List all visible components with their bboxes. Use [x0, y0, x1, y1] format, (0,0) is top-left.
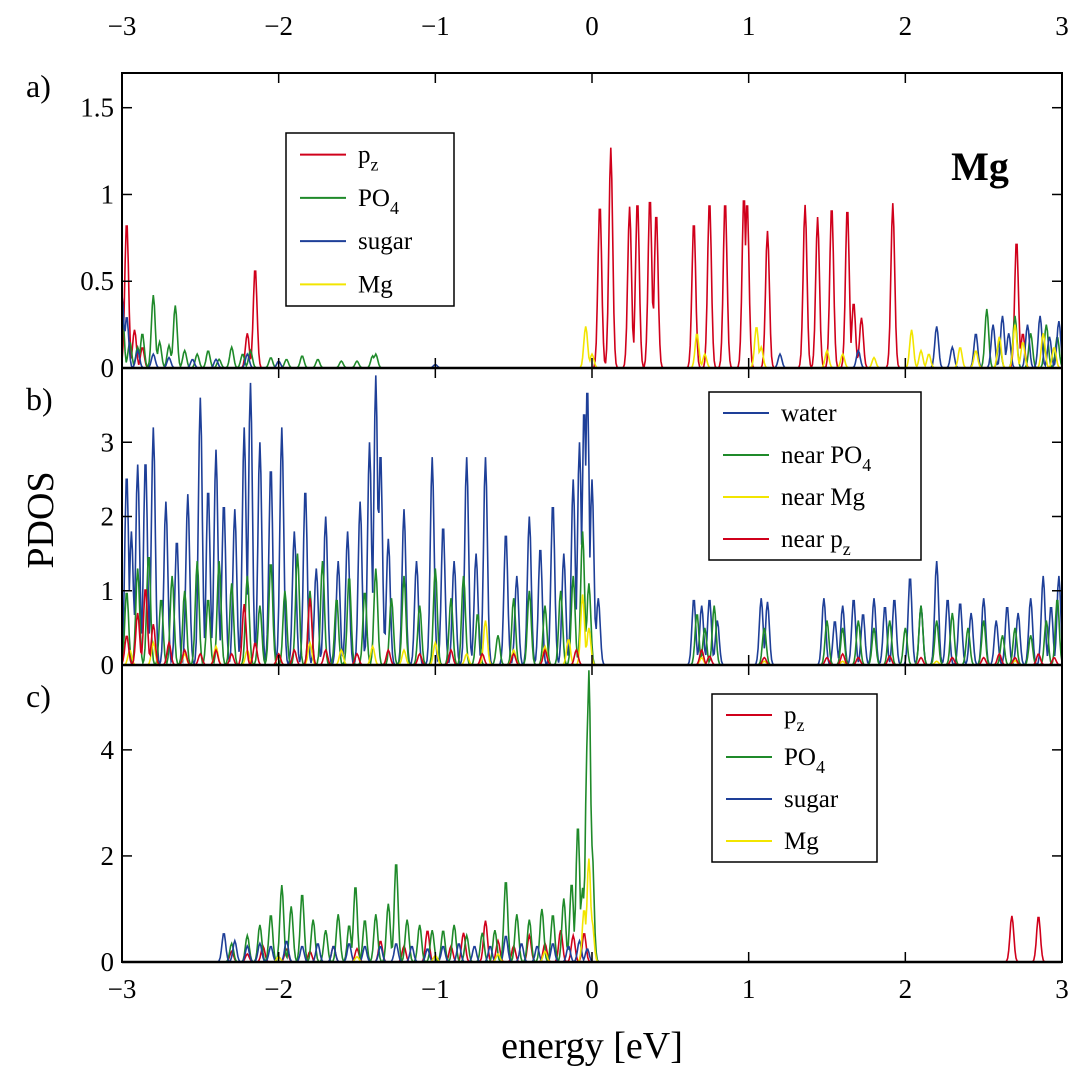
panel-3-curves	[122, 670, 1062, 964]
panel-1-series-pz-line	[121, 147, 1062, 370]
y-tick-label: 3	[101, 427, 115, 457]
legend-entry: water	[781, 400, 837, 427]
legend-entry: Mg	[784, 828, 819, 855]
x-tick-label-top: 3	[1055, 11, 1069, 41]
x-tick-label-top: −2	[264, 11, 293, 41]
legend-box	[285, 132, 455, 307]
legend-entry: sugar	[784, 786, 839, 813]
x-tick-label-bottom: −2	[264, 974, 293, 1004]
legend-subscript: 4	[816, 757, 825, 777]
panel-annotation: Mg	[951, 144, 1009, 189]
y-tick-label: 2	[101, 502, 115, 532]
panel-1-label: a)	[26, 68, 51, 104]
panel-1-frame	[121, 72, 1063, 369]
x-tick-label-bottom: 2	[899, 974, 913, 1004]
legend-subscript: 4	[862, 455, 871, 475]
panel-1-curves	[121, 147, 1063, 370]
y-tick-label: 0.5	[80, 266, 114, 296]
y-tick-label: 4	[101, 735, 115, 765]
legend-subscript: 4	[390, 198, 399, 218]
legend-box	[711, 693, 878, 863]
panel-3-label: c)	[26, 678, 51, 714]
legend-subscript: z	[843, 539, 851, 559]
legend-entry: sugar	[358, 228, 413, 255]
x-tick-label-top: 2	[899, 11, 913, 41]
panel-1-series-sugar-line	[121, 295, 1063, 369]
legend-subscript: z	[371, 155, 379, 175]
legend-subscript: z	[797, 715, 805, 735]
x-tick-label-bottom: 3	[1055, 974, 1069, 1004]
x-tick-label-top: 0	[585, 11, 599, 41]
x-tick-label-top: −3	[108, 11, 137, 41]
y-axis-label: PDOS	[20, 471, 62, 568]
x-tick-label-bottom: 1	[742, 974, 756, 1004]
x-tick-label-bottom: −3	[108, 974, 137, 1004]
y-tick-label: 1	[101, 576, 115, 606]
x-tick-label-bottom: 0	[585, 974, 599, 1004]
panel-2-label: b)	[26, 381, 53, 417]
x-tick-label-bottom: −1	[421, 974, 450, 1004]
y-tick-label: 1.5	[80, 93, 114, 123]
legend-box	[708, 391, 922, 561]
y-tick-label: 0	[101, 650, 115, 680]
y-tick-label: 0	[101, 947, 115, 977]
x-axis-label: energy [eV]	[501, 1025, 683, 1066]
legend-entry: Mg	[358, 271, 393, 298]
legend-entry: near Mg	[781, 484, 865, 511]
y-tick-label: 1	[101, 179, 115, 209]
y-tick-label: 0	[101, 353, 115, 383]
panel-1-series-po4-line	[121, 295, 1063, 370]
y-tick-label: 2	[101, 841, 115, 871]
x-tick-label-top: 1	[742, 11, 756, 41]
x-tick-label-top: −1	[421, 11, 450, 41]
